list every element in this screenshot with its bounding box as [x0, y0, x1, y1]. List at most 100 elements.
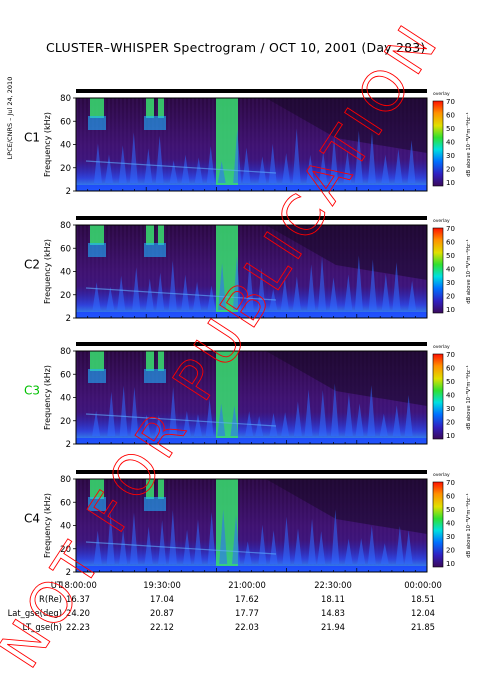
colorbar-tick-label: 40: [446, 520, 455, 528]
emission-plume: [106, 286, 115, 310]
emission-plume: [394, 148, 403, 183]
emission-plume: [156, 272, 165, 310]
colorbar-tick-label: 40: [446, 139, 455, 147]
emission-plume: [306, 154, 315, 183]
emission-plume: [395, 525, 404, 564]
emission-plume: [169, 160, 178, 183]
spacecraft-label: C4: [24, 512, 40, 526]
emission-plume: [269, 530, 278, 564]
emission-fringe: [88, 116, 106, 130]
y-tick-label: 80: [60, 221, 71, 231]
data-coverage-bar: [76, 470, 427, 474]
colorbar-tick-label: 50: [446, 506, 455, 514]
emission-burst: [90, 479, 104, 499]
emission-plume: [207, 285, 216, 310]
emission-plume: [258, 524, 267, 564]
emission-plume: [408, 280, 417, 310]
colorbar-header: overlay: [433, 344, 450, 350]
emission-plume: [379, 413, 388, 436]
emission-plume: [344, 393, 353, 436]
y-tick-label: 40: [60, 522, 71, 532]
colorbar-tick-label: 50: [446, 378, 455, 386]
colorbar-tick-label: 30: [446, 152, 455, 160]
y-tick-label: 80: [60, 94, 71, 104]
y-axis-label: Frequency (kHz): [43, 239, 52, 304]
ephemeris-row: UT 18:00:00 19:30:00 21:00:00 22:30:00 00:00:…: [0, 580, 479, 591]
emission-plume: [269, 412, 278, 436]
emission-fringe: [144, 243, 156, 257]
emission-plume: [155, 135, 164, 183]
colorbar-tick-label: 60: [446, 239, 455, 247]
ephemeris-row-label: LT_gse(h): [22, 622, 63, 632]
ephemeris-value: 12.04: [411, 608, 435, 618]
colorbar-tick-label: 70: [446, 225, 455, 233]
emission-plume: [119, 385, 128, 436]
emission-plume: [107, 391, 116, 436]
emission-plume: [330, 135, 339, 183]
emission-plume: [317, 531, 326, 564]
emission-plume: [293, 401, 302, 436]
quiet-region: [266, 351, 427, 406]
y-tick-label: 2: [66, 187, 71, 197]
y-tick-label: 20: [60, 417, 71, 427]
emission-plume: [119, 529, 128, 564]
colorbar-tick-label: 50: [446, 252, 455, 260]
emission-plume: [217, 161, 226, 183]
emission-burst: [158, 351, 164, 371]
emission-plume: [304, 389, 313, 436]
colorbar-tick-label: 60: [446, 365, 455, 373]
ephemeris-value: 19:30:00: [143, 580, 181, 590]
colorbar-tick-label: 60: [446, 112, 455, 120]
colorbar-tick-label: 20: [446, 547, 455, 555]
emission-plume: [245, 259, 254, 310]
ephemeris-row-label: Lat_gse(deg): [7, 608, 62, 618]
colorbar-tick-label: 20: [446, 293, 455, 301]
emission-plume: [245, 411, 254, 436]
emission-plume: [106, 512, 115, 564]
colorbar-tick-label: 50: [446, 125, 455, 133]
quiet-region: [266, 479, 427, 534]
colorbar-header: overlay: [433, 218, 450, 224]
emission-plume: [319, 151, 328, 183]
plasma-frequency-trace: [85, 287, 277, 301]
emission-plume: [292, 128, 301, 183]
y-tick-label: 60: [60, 370, 71, 380]
emission-plume: [168, 510, 177, 564]
emission-plume: [357, 538, 366, 564]
emission-plume: [294, 528, 303, 564]
emission-plume: [392, 405, 401, 436]
ephemeris-value: 22.03: [235, 622, 259, 632]
y-tick-label: 40: [60, 268, 71, 278]
emission-plume: [344, 538, 353, 564]
y-tick-label: 60: [60, 244, 71, 254]
colorbar-tick-label: 10: [446, 560, 455, 568]
ephemeris-value: 00:00:00: [404, 580, 442, 590]
emission-plume: [207, 511, 216, 564]
bottom-band: [76, 312, 427, 318]
emission-plume: [354, 130, 363, 183]
ephemeris-value: 17.77: [235, 608, 259, 618]
emission-fringe: [156, 116, 166, 130]
emission-plume: [92, 410, 101, 436]
y-tick-label: 40: [60, 141, 71, 151]
y-axis-label: Frequency (kHz): [43, 493, 52, 558]
quiet-region: [266, 225, 427, 280]
spacecraft-label: C3: [24, 384, 40, 398]
colorbar-tick-label: 30: [446, 279, 455, 287]
colorbar: [432, 353, 444, 440]
emission-plume: [329, 277, 338, 310]
emission-plume: [132, 267, 141, 310]
ephemeris-value: 14.83: [321, 608, 345, 618]
ephemeris-value: 21.94: [321, 622, 345, 632]
y-tick-label: 2: [66, 440, 71, 450]
emission-plume: [118, 145, 127, 183]
colorbar-tick-label: 70: [446, 351, 455, 359]
emission-plume: [344, 274, 353, 310]
y-axis-label: Frequency (kHz): [43, 365, 52, 430]
y-tick-label: 60: [60, 498, 71, 508]
emission-plume: [142, 414, 151, 436]
y-tick-label: 20: [60, 164, 71, 174]
ephemeris-value: 18:00:00: [59, 580, 97, 590]
y-tick-label: 2: [66, 314, 71, 324]
